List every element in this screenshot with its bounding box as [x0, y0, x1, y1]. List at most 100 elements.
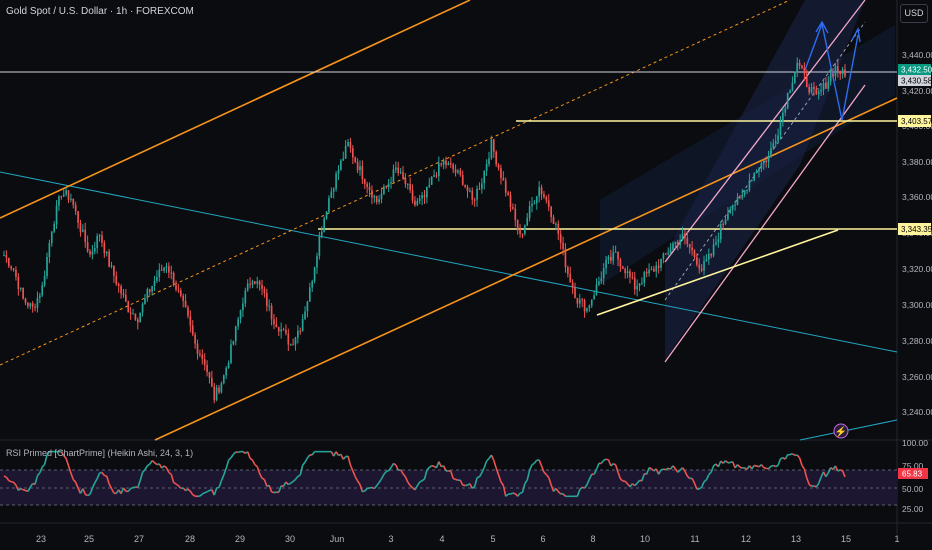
- rsi-segment: [631, 483, 636, 487]
- rsi-segment: [841, 470, 846, 478]
- time-axis[interactable]: 23 25 27 28 29 30 Jun 3 4 5 6 8 10 11 12…: [36, 534, 900, 544]
- rsi-segment: [340, 453, 344, 460]
- candle-body: [366, 183, 368, 187]
- projection-path[interactable]: [804, 21, 859, 121]
- rsi-segment: [335, 451, 340, 456]
- rsi-segment: [459, 479, 464, 486]
- rsi-segment: [223, 468, 227, 476]
- orange-channel-lower[interactable]: [154, 97, 898, 441]
- candle-body: [664, 253, 667, 255]
- candle-body: [115, 275, 118, 285]
- candle-body: [201, 355, 204, 360]
- rsi-segment: [483, 460, 488, 468]
- candle-body: [168, 266, 170, 273]
- candle-body: [22, 287, 24, 299]
- candle-body: [488, 158, 490, 165]
- rsi-segment: [39, 466, 43, 474]
- candle-body: [96, 235, 99, 248]
- candle-body: [619, 259, 622, 267]
- candle-body: [567, 267, 569, 274]
- rsi-segment: [199, 493, 203, 497]
- rsi-segment: [137, 480, 141, 488]
- rsi-segment: [469, 483, 473, 489]
- candle-body: [514, 208, 517, 220]
- rsi-segment: [780, 456, 784, 460]
- candle-body: [318, 235, 321, 256]
- rsi-segment: [476, 476, 480, 479]
- candle-body: [15, 269, 17, 277]
- rsi-segment: [285, 481, 289, 486]
- candle-body: [641, 282, 643, 284]
- candle-body: [172, 272, 175, 286]
- rsi-segment: [168, 471, 172, 475]
- candle-body: [791, 82, 794, 91]
- yellow-support-trendline[interactable]: [596, 229, 839, 316]
- candle-body: [782, 112, 784, 122]
- candle-body: [519, 230, 521, 234]
- pink-channel-lower[interactable]: [664, 84, 866, 363]
- rsi-segment: [739, 466, 743, 469]
- candle-body: [354, 157, 357, 162]
- rsi-segment: [705, 474, 710, 481]
- rsi-segment: [127, 487, 132, 492]
- rsi-tick: 100.00: [902, 438, 928, 448]
- rsi-segment: [182, 487, 187, 492]
- cyan-trendline[interactable]: [0, 171, 898, 353]
- cyan-trendline-lower[interactable]: [799, 419, 898, 441]
- rsi-band: [0, 470, 897, 505]
- candle-body: [435, 175, 438, 177]
- rsi-segment: [419, 480, 423, 483]
- rsi-segment: [500, 481, 505, 486]
- candle-body: [829, 74, 832, 82]
- price-tag-support-label: 3,343.35: [901, 225, 932, 234]
- rsi-segment: [497, 474, 502, 483]
- rsi-segment: [586, 478, 591, 486]
- rsi-segment: [8, 479, 12, 483]
- time-tick: 25: [84, 534, 94, 544]
- chart-title[interactable]: Gold Spot / U.S. Dollar · 1h · FOREXCOM: [6, 6, 194, 17]
- candle-body: [383, 186, 385, 194]
- candle-body: [469, 190, 471, 192]
- rsi-segment: [144, 465, 149, 470]
- candle-body: [466, 186, 469, 192]
- drawings[interactable]: [0, 0, 898, 441]
- candle-body: [765, 160, 767, 163]
- rsi-indicator-title[interactable]: RSI Primed [ChartPrime] (Heikin Ashi, 24…: [6, 448, 194, 458]
- candle-body: [34, 306, 36, 308]
- candle-body: [636, 285, 638, 290]
- candle-body: [320, 231, 323, 236]
- rsi-segment: [775, 464, 779, 468]
- rsi-segment: [74, 481, 79, 489]
- rsi-segment: [595, 463, 600, 470]
- rsi-segment: [72, 479, 77, 483]
- rsi-segment: [555, 487, 559, 493]
- candle-body: [540, 187, 543, 195]
- candle-body: [796, 62, 799, 73]
- candle-body: [545, 197, 548, 201]
- candle-body: [841, 69, 844, 75]
- orange-channel-upper[interactable]: [0, 0, 471, 219]
- rsi-segment: [837, 469, 841, 472]
- candle-body: [741, 194, 744, 199]
- candle-body: [719, 224, 722, 240]
- rsi-segment: [404, 476, 409, 483]
- rsi-segment: [693, 482, 698, 490]
- candle-body: [485, 164, 488, 171]
- candle-body: [187, 307, 189, 317]
- candle-body: [199, 353, 201, 356]
- rsi-segment: [17, 488, 22, 491]
- pink-channel-upper[interactable]: [664, 0, 866, 263]
- rsi-segment: [672, 465, 676, 470]
- candle-body: [447, 163, 450, 166]
- rsi-segment: [612, 463, 616, 466]
- currency-button[interactable]: USD: [900, 4, 928, 23]
- candle-body: [810, 87, 813, 93]
- lightning-alert-icon[interactable]: [833, 423, 849, 439]
- rsi-segment: [287, 482, 292, 486]
- rsi-segment: [43, 454, 48, 465]
- rsi-segment: [526, 469, 531, 481]
- rsi-segment: [610, 463, 614, 467]
- candle-body: [569, 273, 572, 283]
- orange-channel-middle[interactable]: [0, 0, 791, 366]
